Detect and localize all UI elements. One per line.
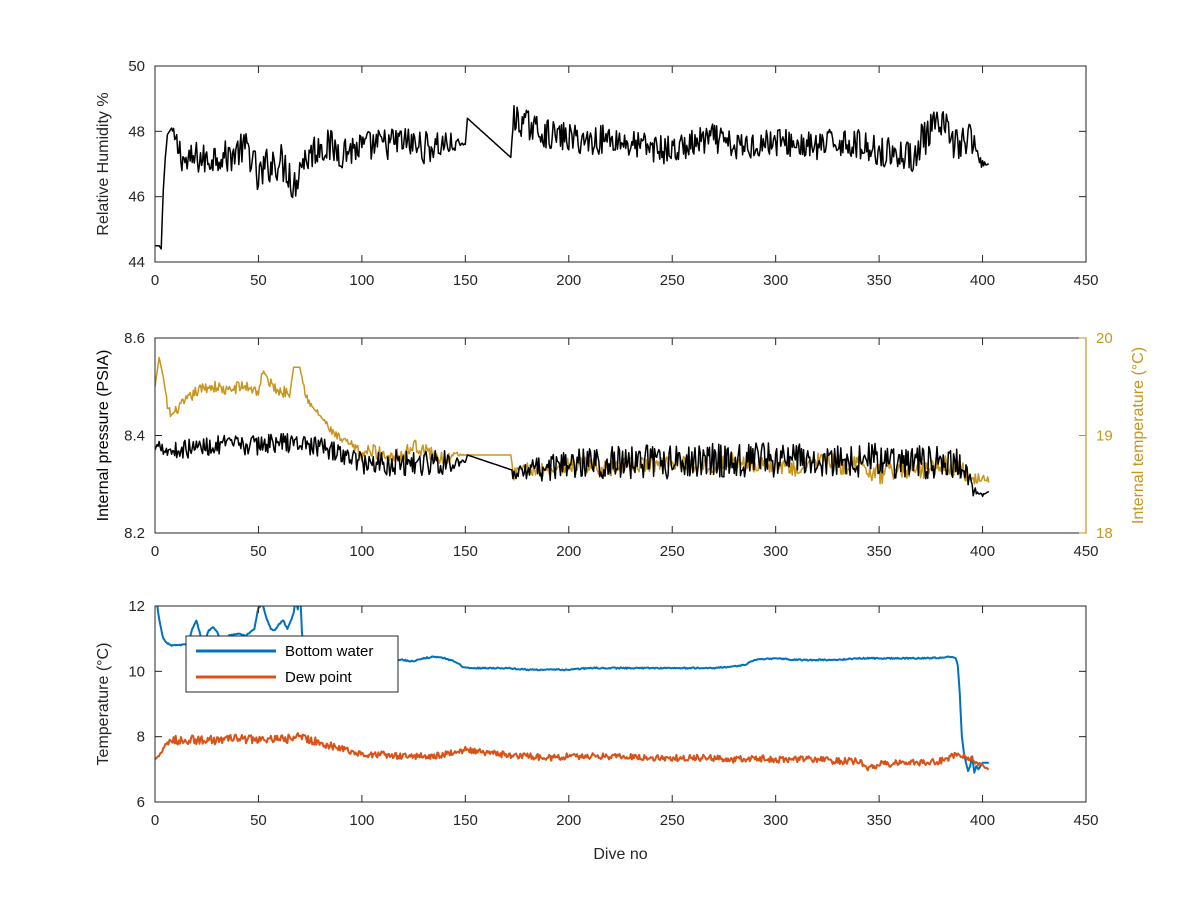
- x-tick-label: 0: [151, 543, 159, 560]
- y-tick-label: 50: [128, 58, 145, 75]
- legend-label: Bottom water: [285, 643, 373, 660]
- x-tick-label: 150: [453, 543, 478, 560]
- x-tick-label: 400: [970, 543, 995, 560]
- subplot-2: 0 50 100 150 200 250 300 350 400 450 8.2 8.4 8.6 18 19…: [95, 330, 1147, 560]
- x-tick-label: 300: [763, 543, 788, 560]
- x-tick-label: 350: [867, 543, 892, 560]
- x-tick-label: 150: [453, 272, 478, 289]
- plot-area: [155, 338, 1086, 533]
- x-tick-label: 400: [970, 812, 995, 829]
- y2-tick-label: 18: [1096, 525, 1113, 542]
- x-tick-label: 250: [660, 543, 685, 560]
- series-line-2-2: [155, 433, 990, 498]
- y-axis-label: Relative Humidity %: [95, 92, 112, 235]
- plot-area: [155, 66, 1086, 262]
- x-tick-label: 100: [349, 812, 374, 829]
- y-tick-label: 10: [128, 663, 145, 680]
- x-tick-label: 100: [349, 272, 374, 289]
- y-tick-label: 6: [137, 794, 145, 811]
- y-tick-label: 8: [137, 729, 145, 746]
- y2-tick-label: 20: [1096, 330, 1113, 347]
- plot-area: [155, 606, 1086, 802]
- x-tick-label: 450: [1073, 272, 1098, 289]
- legend-label: Dew point: [285, 669, 353, 686]
- y-tick-label: 48: [128, 123, 145, 140]
- x-tick-label: 250: [660, 812, 685, 829]
- series-line-1-1: [155, 104, 989, 250]
- x-tick-label: 250: [660, 272, 685, 289]
- x-tick-label: 200: [556, 272, 581, 289]
- subplot-3: 0 50 100 150 200 250 300 350 400 450 6 8 10 12 Tempera…: [95, 598, 1099, 863]
- x-tick-label: 400: [970, 272, 995, 289]
- x-tick-label: 200: [556, 812, 581, 829]
- y2-tick-label: 19: [1096, 428, 1113, 445]
- axes-frame: [154, 65, 1087, 263]
- x-tick-label: 350: [867, 812, 892, 829]
- legend-box: [185, 635, 399, 693]
- y-tick-label: 8.4: [124, 428, 145, 445]
- legend: Bottom water Dew point: [185, 635, 399, 693]
- y-tick-label: 8.2: [124, 525, 145, 542]
- x-tick-label: 50: [250, 812, 267, 829]
- axes-frame: [154, 605, 1087, 803]
- x-tick-label: 0: [151, 272, 159, 289]
- subplot-1: 0 50 100 150 200 250 300 350 400 450 44 46 48 50 Relat…: [95, 58, 1099, 289]
- series-line-dew-point: [155, 732, 990, 772]
- x-axis-label: Dive no: [593, 846, 647, 863]
- y2-axis-label: Internal temperature (°C): [1130, 347, 1147, 524]
- series-line-bottom-water: [156, 606, 989, 774]
- y-axis-label: Internal pressure (PSIA): [95, 350, 112, 522]
- x-tick-label: 300: [763, 272, 788, 289]
- x-tick-label: 100: [349, 543, 374, 560]
- x-tick-label: 50: [250, 272, 267, 289]
- x-tick-label: 450: [1073, 543, 1098, 560]
- y-tick-label: 44: [128, 254, 145, 271]
- x-tick-label: 200: [556, 543, 581, 560]
- x-tick-label: 350: [867, 272, 892, 289]
- y-tick-label: 12: [128, 598, 145, 615]
- y-tick-label: 8.6: [124, 330, 145, 347]
- x-tick-label: 0: [151, 812, 159, 829]
- y-tick-label: 46: [128, 189, 145, 206]
- x-tick-label: 300: [763, 812, 788, 829]
- x-tick-label: 150: [453, 812, 478, 829]
- x-tick-label: 450: [1073, 812, 1098, 829]
- y-axis-label: Temperature (°C): [95, 643, 112, 766]
- x-tick-label: 50: [250, 543, 267, 560]
